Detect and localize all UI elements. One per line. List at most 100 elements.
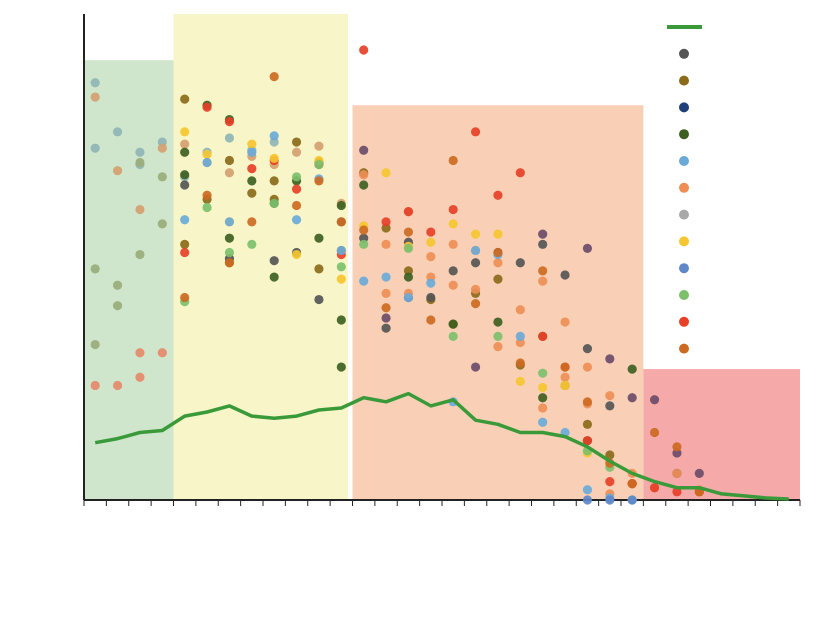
point-s8-22 — [515, 305, 525, 315]
point-s7-1 — [381, 313, 391, 323]
point-s12-4 — [269, 131, 279, 141]
point-s10-15 — [515, 376, 525, 386]
point-s11-7 — [336, 262, 346, 272]
point-s6-9 — [426, 292, 436, 303]
point-s4-19 — [605, 450, 615, 460]
point-s11-12 — [538, 368, 548, 378]
point-s8-14 — [672, 468, 682, 479]
point-s5-6 — [314, 233, 324, 243]
point-s5-8 — [180, 170, 190, 180]
point-s9-2 — [224, 116, 235, 127]
point-s8-19 — [448, 280, 458, 290]
point-s12-8 — [359, 276, 369, 286]
point-s5-17 — [538, 393, 548, 403]
point-s13-2 — [627, 495, 637, 505]
point-s8-23 — [538, 276, 548, 286]
point-s1-6 — [224, 168, 235, 178]
point-s8-25 — [582, 362, 593, 372]
point-s6-4 — [314, 294, 324, 305]
point-s9-21 — [649, 483, 660, 493]
point-s12-7 — [336, 245, 346, 256]
point-s4-5 — [291, 137, 302, 147]
point-s14-7 — [336, 217, 346, 227]
point-s10-14 — [493, 229, 503, 239]
trend-line — [94, 391, 789, 501]
band-3 — [643, 369, 800, 500]
point-s12-3 — [247, 147, 257, 157]
point-s11-10 — [448, 331, 458, 341]
point-s9-11 — [426, 227, 436, 237]
point-s1-4 — [180, 139, 190, 149]
point-s14-16 — [538, 266, 548, 276]
point-s14-22 — [672, 442, 682, 452]
point-s9-12 — [448, 204, 458, 215]
point-s14-2 — [224, 258, 235, 268]
point-s10-11 — [426, 237, 436, 247]
point-s3-0 — [90, 380, 100, 391]
point-s6-15 — [560, 270, 570, 280]
point-s14-17 — [560, 362, 570, 372]
point-s2-0 — [90, 264, 100, 274]
point-s8-1 — [381, 239, 391, 249]
band-1 — [173, 14, 349, 500]
point-s9-8 — [359, 45, 369, 55]
point-s8-6 — [493, 258, 503, 268]
legend-point-swatch-10 — [679, 290, 689, 300]
point-s6-16 — [582, 344, 593, 354]
point-s14-9 — [381, 303, 391, 313]
point-s9-0 — [180, 247, 190, 258]
point-s14-14 — [493, 247, 503, 258]
point-s0-1 — [112, 127, 123, 137]
point-s6-13 — [515, 258, 525, 268]
point-s2-6 — [157, 172, 167, 182]
point-s5-3 — [247, 176, 257, 186]
point-s11-5 — [291, 172, 302, 182]
point-s0-6 — [224, 133, 235, 143]
point-s14-1 — [202, 190, 212, 200]
point-s9-1 — [202, 102, 212, 112]
point-s11-2 — [224, 247, 235, 258]
point-s9-16 — [538, 331, 548, 341]
point-s9-14 — [493, 190, 503, 200]
scatter-points — [90, 45, 704, 505]
point-s3-1 — [112, 380, 123, 391]
point-s4-0 — [180, 94, 190, 104]
point-s6-17 — [605, 401, 615, 411]
point-s12-0 — [180, 215, 190, 225]
legend-point-swatch-5 — [679, 156, 689, 166]
legend-point-swatch-6 — [679, 182, 689, 193]
point-s5-13 — [359, 180, 369, 190]
point-s7-7 — [627, 393, 637, 403]
point-s9-10 — [403, 206, 414, 217]
point-s4-14 — [493, 274, 503, 284]
point-s12-11 — [426, 278, 436, 288]
point-s6-14 — [538, 239, 548, 249]
point-s6-7 — [381, 323, 391, 333]
point-s8-24 — [560, 317, 570, 327]
point-s7-8 — [649, 395, 660, 405]
point-s11-11 — [493, 331, 503, 341]
point-s11-6 — [314, 159, 324, 170]
point-s8-9 — [560, 372, 570, 382]
point-s14-20 — [627, 479, 637, 489]
point-s14-8 — [359, 225, 369, 235]
point-s10-4 — [269, 153, 279, 164]
point-s0-9 — [90, 143, 100, 153]
x-axis-ticks — [83, 500, 801, 506]
point-s13-1 — [605, 495, 615, 505]
point-s2-1 — [112, 280, 123, 290]
point-s8-16 — [381, 288, 391, 299]
point-s3-4 — [135, 348, 145, 358]
point-s10-3 — [247, 139, 257, 149]
point-s10-17 — [560, 380, 570, 391]
point-s5-15 — [448, 319, 458, 329]
point-s1-0 — [90, 92, 100, 102]
point-s12-2 — [224, 217, 235, 227]
point-s8-21 — [493, 341, 503, 352]
point-s5-14 — [403, 272, 414, 282]
point-s10-16 — [538, 382, 548, 393]
point-s9-13 — [470, 127, 481, 137]
point-s10-13 — [470, 229, 481, 239]
point-s9-9 — [381, 217, 391, 227]
